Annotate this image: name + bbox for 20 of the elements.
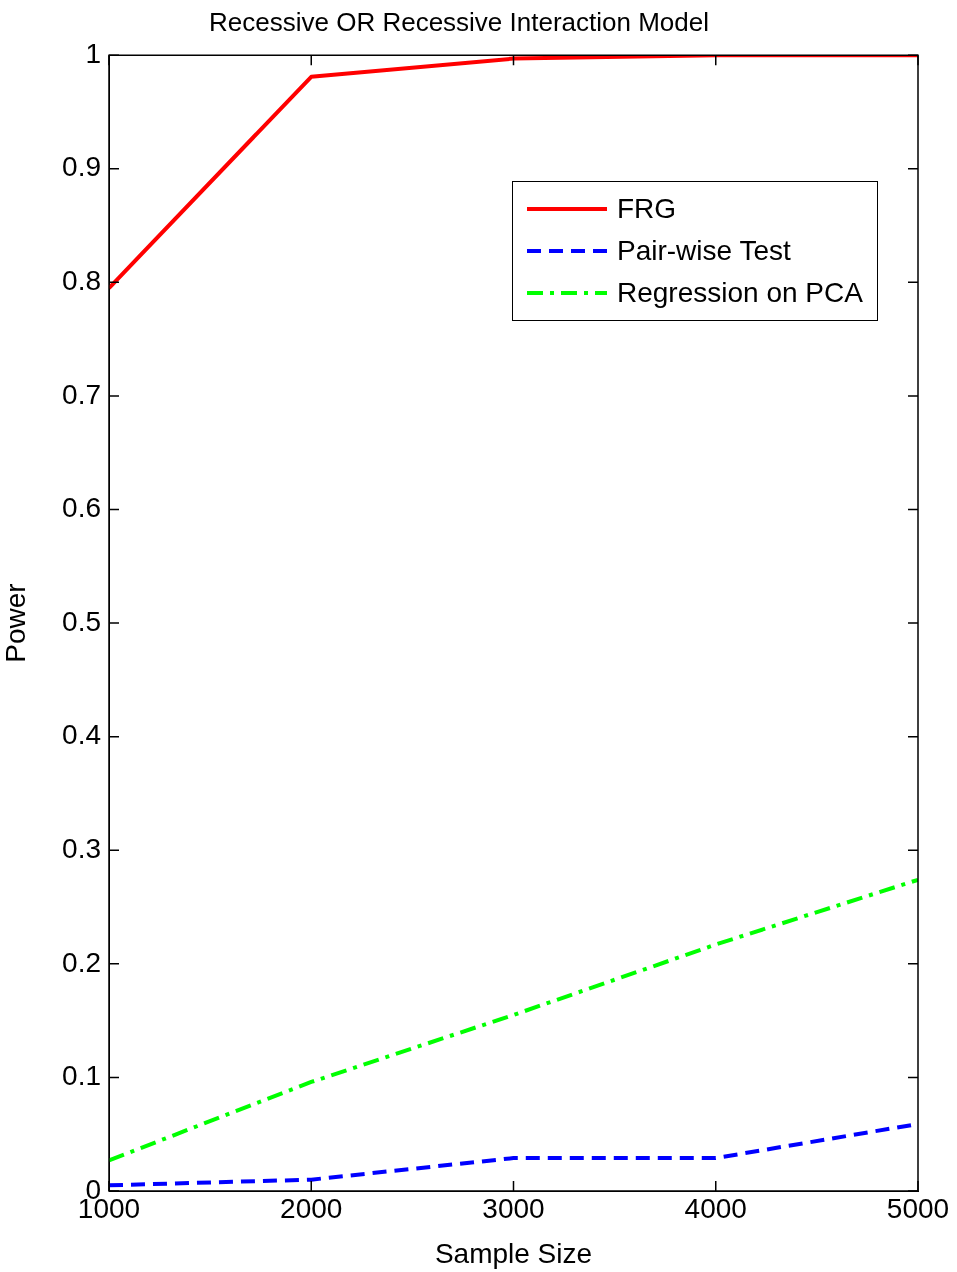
x-tick-label: 4000 bbox=[684, 1192, 747, 1224]
y-tick-label: 1 bbox=[85, 37, 101, 69]
legend-label: FRG bbox=[617, 193, 677, 226]
y-tick-label: 0.5 bbox=[62, 605, 101, 637]
x-tick-label: 3000 bbox=[482, 1192, 545, 1224]
x-axis-title: Sample Size bbox=[434, 1237, 593, 1269]
x-tick-label: 5000 bbox=[886, 1192, 950, 1224]
y-tick-label: 0.7 bbox=[62, 378, 101, 410]
y-axis-title: Power bbox=[0, 583, 31, 663]
legend-label: Regression on PCA bbox=[617, 277, 863, 310]
y-tick-label: 0.3 bbox=[62, 832, 101, 864]
y-tick-label: 0.4 bbox=[62, 719, 101, 751]
chart-title: Recessive OR Recessive Interaction Model bbox=[209, 6, 709, 37]
y-tick-label: 0.1 bbox=[62, 1060, 101, 1092]
x-tick-label: 2000 bbox=[280, 1192, 343, 1224]
y-tick-label: 0.6 bbox=[62, 492, 101, 524]
legend-label: Pair-wise Test bbox=[617, 235, 791, 268]
y-tick-label: 0.8 bbox=[62, 265, 101, 297]
y-tick-label: 0.9 bbox=[62, 151, 101, 183]
y-tick-label: 0.2 bbox=[62, 946, 101, 978]
